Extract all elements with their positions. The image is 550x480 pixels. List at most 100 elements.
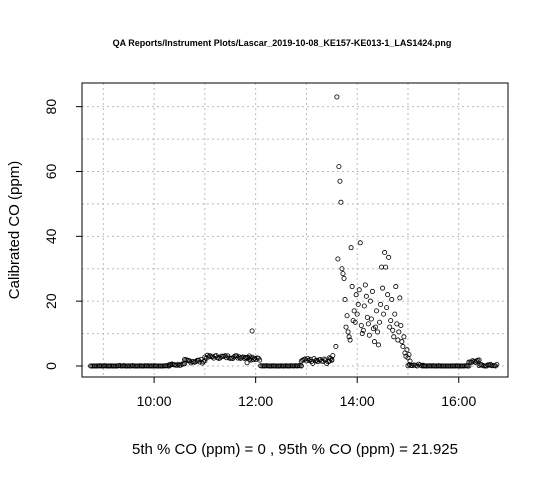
data-point [355,301,361,307]
data-point [360,327,366,333]
data-point [381,311,387,317]
data-point [368,316,374,322]
data-point [359,331,365,337]
data-point [353,292,359,298]
data-point [375,329,381,335]
data-point [340,271,346,277]
data-point [244,360,250,366]
x-tick-label: 12:00 [238,393,273,409]
data-point [377,319,383,325]
data-point [330,353,336,359]
data-point [394,321,400,327]
x-tick-label: 16:00 [441,393,476,409]
chart-title: QA Reports/Instrument Plots/Lascar_2019-… [113,38,452,48]
y-tick-label: 60 [43,163,59,179]
data-point [349,284,355,290]
data-point [399,339,405,345]
data-point [493,363,499,369]
data-point [341,275,347,281]
data-point [334,94,340,100]
data-point [333,344,339,350]
data-point [494,362,500,368]
data-point [371,339,377,345]
data-point [356,287,362,293]
y-axis: 0 20 40 60 80 [43,99,82,370]
data-point [397,295,403,301]
x-tick-label: 10:00 [137,393,172,409]
data-point [373,308,379,314]
x-axis: 10:00 12:00 14:00 16:00 [137,377,476,409]
data-point [207,353,213,359]
y-tick-label: 20 [43,293,59,309]
data-point [380,285,386,291]
data-point [401,334,407,340]
data-point [365,321,371,327]
data-points [88,94,500,369]
data-point [335,256,341,262]
data-point [362,282,368,288]
data-point [326,355,332,361]
data-point [382,250,388,256]
data-point [407,358,413,364]
data-point [202,358,208,364]
data-point [351,308,357,314]
plot-frame [81,82,509,378]
data-point [406,352,412,358]
y-tick-label: 40 [43,228,59,244]
data-point [203,355,209,361]
data-point [388,318,394,324]
data-point [343,324,349,330]
data-point [345,329,351,335]
data-point [387,324,393,330]
data-point [391,334,397,340]
data-point [338,199,344,205]
data-point [298,363,304,369]
data-point [366,332,372,338]
data-point [342,297,348,303]
y-tick-label: 80 [43,99,59,115]
data-point [363,293,369,299]
data-point [404,347,410,353]
data-point [385,292,391,298]
data-point [361,303,367,309]
data-point [398,322,404,328]
data-point [384,305,390,311]
data-point [249,328,255,334]
data-point [339,266,345,272]
data-point [476,357,482,363]
x-axis-label: 5th % CO (ppm) = 0 , 95th % CO (ppm) = 2… [132,441,458,458]
data-point [354,311,360,317]
data-point [201,359,207,365]
data-point [321,356,327,362]
data-point [383,264,389,270]
data-point [347,337,353,343]
data-point [249,354,255,360]
data-point [376,342,382,348]
data-point [336,164,342,170]
data-point [352,319,358,325]
data-point [400,344,406,350]
data-point [389,297,395,303]
data-point [257,357,263,363]
data-point [306,357,312,363]
data-point [379,264,385,270]
data-point [474,358,480,364]
x-tick-label: 14:00 [340,393,375,409]
data-point [395,337,401,343]
data-point [372,324,378,330]
data-point [378,301,384,307]
data-point [298,358,304,364]
data-point [369,288,375,294]
data-point [386,254,392,260]
y-tick-label: 0 [43,362,59,370]
data-point [357,240,363,246]
data-point [393,284,399,290]
data-point [392,311,398,317]
data-point [367,298,373,304]
data-point [344,313,350,319]
data-point [346,334,352,340]
data-point [348,245,354,251]
data-point [364,314,370,320]
grid-lines [82,83,508,377]
